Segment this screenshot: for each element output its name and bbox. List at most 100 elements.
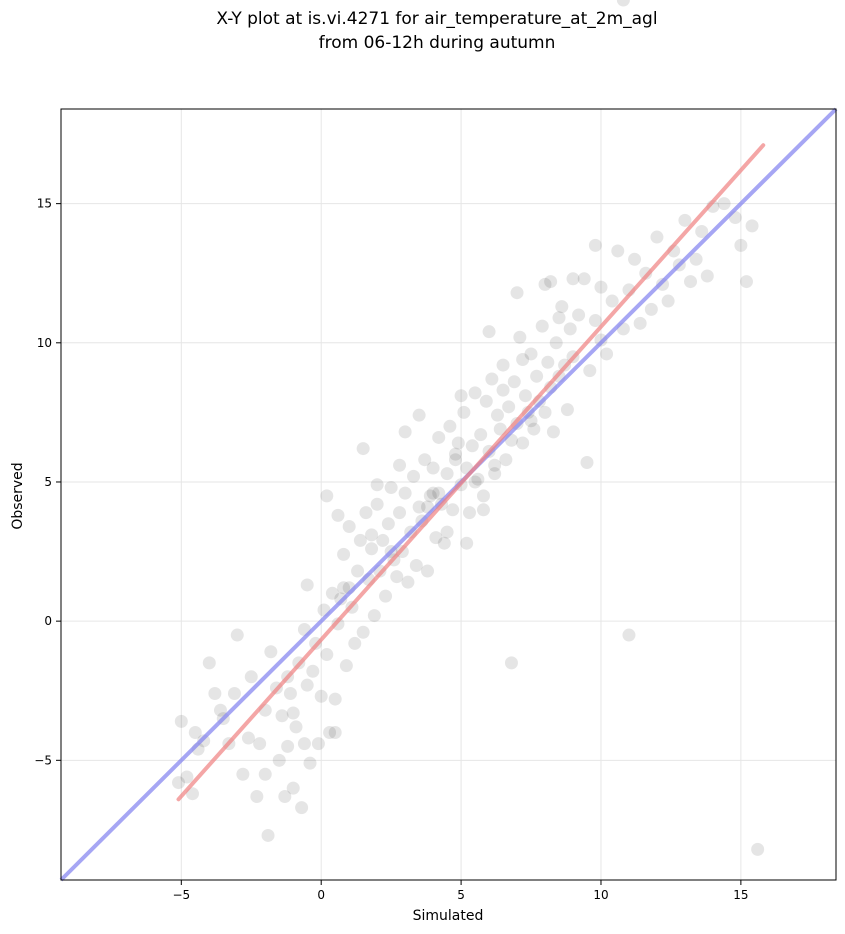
scatter-point	[572, 308, 586, 322]
plot-frame	[60, 108, 837, 881]
scatter-point	[401, 575, 415, 589]
scatter-point	[594, 280, 608, 294]
scatter-point	[423, 489, 437, 503]
x-tick-label: 10	[593, 888, 608, 902]
scatter-point	[188, 725, 202, 739]
scatter-point	[426, 461, 440, 475]
scatter-point	[457, 405, 471, 419]
scatter-point	[496, 358, 510, 372]
scatter-point	[370, 497, 384, 511]
scatter-point	[295, 801, 309, 815]
scatter-point	[502, 400, 516, 414]
scatter-point	[323, 725, 337, 739]
scatter-point	[490, 408, 504, 422]
y-tick-label: −5	[34, 753, 52, 767]
x-axis-ticks: −5 0 5 10 15	[172, 880, 749, 902]
scatter-point	[365, 528, 379, 542]
y-axis-ticks: −5 0 5 10 15	[34, 197, 61, 767]
scatter-point	[398, 425, 412, 439]
y-axis-label: Observed	[10, 462, 26, 529]
scatter-point	[367, 609, 381, 623]
scatter-point	[412, 408, 426, 422]
scatter-point	[297, 737, 311, 751]
scatter-point	[303, 756, 317, 770]
scatter-point	[356, 625, 370, 639]
scatter-point	[734, 238, 748, 252]
scatter-point	[566, 272, 580, 286]
scatter-point	[504, 656, 518, 670]
scatter-point	[518, 389, 532, 403]
scatter-point	[544, 275, 558, 289]
scatter-point	[644, 302, 658, 316]
scatter-point	[306, 664, 320, 678]
scatter-point	[530, 369, 544, 383]
scatter-point	[353, 533, 367, 547]
x-tick-label: 5	[457, 888, 465, 902]
scatter-point	[208, 687, 222, 701]
scatter-point	[429, 531, 443, 545]
scatter-point	[440, 467, 454, 481]
scatter-point	[426, 486, 440, 500]
scatter-point	[474, 428, 488, 442]
scatter-point	[356, 442, 370, 456]
reference-lines	[59, 107, 838, 882]
scatter-point	[418, 453, 432, 467]
scatter-points	[172, 0, 765, 856]
scatter-point	[560, 403, 574, 417]
scatter-point	[552, 311, 566, 325]
scatter-point	[577, 272, 591, 286]
scatter-point	[244, 670, 258, 684]
scatter-point	[628, 252, 642, 266]
scatter-point	[499, 453, 513, 467]
scatter-point	[661, 294, 675, 308]
scatter-point	[393, 458, 407, 472]
scatter-point	[379, 589, 393, 603]
y-tick-label: 15	[37, 197, 52, 211]
scatter-point	[412, 500, 426, 514]
scatter-point	[172, 776, 186, 790]
scatter-point	[236, 767, 250, 781]
scatter-point	[513, 330, 527, 344]
scatter-point	[253, 737, 267, 751]
y-tick-label: 10	[37, 336, 52, 350]
scatter-point	[398, 486, 412, 500]
scatter-point	[684, 275, 698, 289]
gridlines	[61, 109, 836, 880]
scatter-point	[451, 436, 465, 450]
scatter-point	[437, 536, 451, 550]
scatter-point	[325, 586, 339, 600]
x-tick-label: 0	[317, 888, 325, 902]
scatter-point	[432, 430, 446, 444]
scatter-point	[622, 628, 636, 642]
scatter-point	[337, 581, 351, 595]
scatter-point	[261, 828, 275, 842]
scatter-point	[549, 336, 563, 350]
scatter-point	[381, 517, 395, 531]
scatter-point	[351, 564, 365, 578]
scatter-point	[471, 472, 485, 486]
scatter-point	[745, 219, 759, 233]
scatter-point	[264, 645, 278, 659]
scatter-point	[443, 419, 457, 433]
regression-line	[176, 143, 766, 802]
scatter-point	[300, 678, 314, 692]
scatter-point	[524, 347, 538, 361]
y-tick-label: 0	[44, 614, 52, 628]
scatter-point	[407, 469, 421, 483]
scatter-point	[440, 525, 454, 539]
scatter-point	[555, 300, 569, 314]
scatter-point	[258, 767, 272, 781]
scatter-point	[376, 533, 390, 547]
scatter-point	[600, 347, 614, 361]
scatter-point	[527, 422, 541, 436]
chart-title-line-1: X-Y plot at is.vi.4271 for air_temperatu…	[216, 9, 657, 29]
scatter-point	[580, 455, 594, 469]
scatter-point	[507, 375, 521, 389]
scatter-point	[516, 353, 530, 367]
scatter-point	[283, 687, 297, 701]
scatter-point	[359, 506, 373, 520]
scatter-point	[583, 364, 597, 378]
scatter-point	[448, 453, 462, 467]
scatter-point	[331, 508, 345, 522]
scatter-point	[563, 322, 577, 336]
